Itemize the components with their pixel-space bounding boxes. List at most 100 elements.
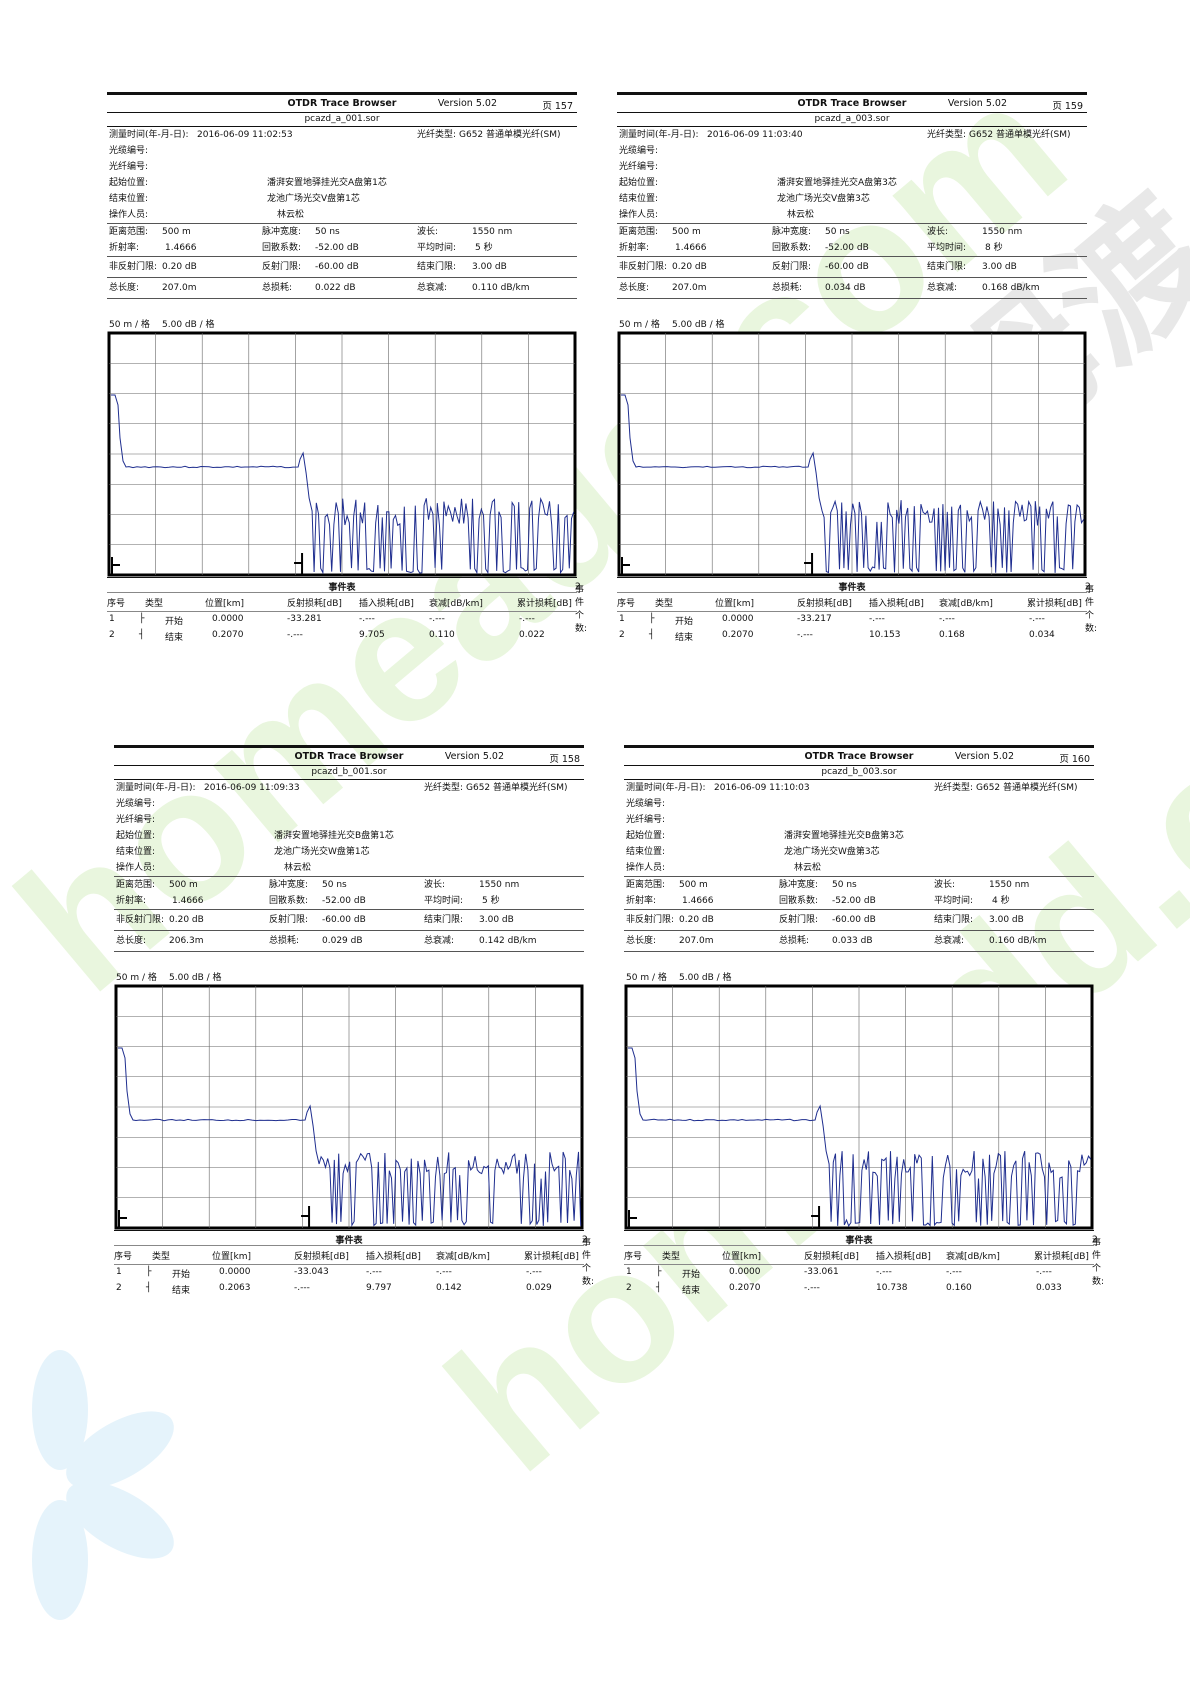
fiber-no-label: 光纤编号:: [109, 162, 149, 172]
event-pos: 0.2070: [729, 1283, 761, 1293]
event-refl: -33.217: [797, 614, 832, 624]
event-ins: -.---: [876, 1267, 892, 1277]
event-type-icon: ┤: [649, 630, 655, 640]
total-length-label: 总长度:: [619, 283, 650, 293]
pulse-width-label: 脉冲宽度:: [779, 880, 819, 890]
event-marker-start: [111, 557, 120, 575]
fiber-type: G652 普通单模光纤(SM): [976, 783, 1078, 793]
end-threshold-label: 结束门限:: [934, 915, 974, 925]
ior-label: 折射率:: [626, 896, 657, 906]
wavelength-label: 波长:: [424, 880, 446, 890]
total-loss: 0.022 dB: [315, 283, 356, 293]
event-type-icon: ├: [656, 1267, 662, 1277]
y-scale: 5.00 dB / 格: [162, 320, 215, 330]
event-att: 0.168: [939, 630, 965, 640]
otdr-trace-chart: [107, 331, 577, 577]
file-name: pcazd_b_001.sor: [114, 766, 584, 780]
version-label: Version 5.02: [444, 751, 504, 762]
end-threshold: 3.00 dB: [982, 262, 1017, 272]
otdr-trace-chart: [617, 331, 1087, 577]
event-row: 1 ├ 开始 0.0000 -33.217 -.--- -.--- -.---: [617, 612, 1087, 628]
start-location: 潘湃安置地驿挂光交B盘第1芯: [274, 831, 394, 841]
pulse-width: 50 ns: [825, 227, 850, 237]
nonreflective-threshold-label: 非反射门限:: [109, 262, 158, 272]
event-marker-start: [621, 557, 630, 575]
x-scale: 50 m / 格: [109, 320, 150, 330]
total-attenuation: 0.168 dB/km: [982, 283, 1040, 293]
trace-plot: [114, 984, 584, 1230]
total-attenuation-label: 总衰减:: [934, 936, 965, 946]
nonreflective-threshold: 0.20 dB: [169, 915, 204, 925]
event-row: 1 ├ 开始 0.0000 -33.043 -.--- -.--- -.---: [114, 1265, 584, 1281]
distance-range-label: 距离范围:: [626, 880, 666, 890]
otdr-report: OTDR Trace Browser Version 5.02 页 160 pc…: [624, 745, 1104, 1297]
pulse-width: 50 ns: [322, 880, 347, 890]
distance-range: 500 m: [672, 227, 701, 237]
app-title: OTDR Trace Browser: [797, 98, 907, 109]
fiber-type-label: 光纤类型:: [934, 783, 974, 793]
event-cum: -.---: [519, 614, 535, 624]
event-table-header: 序号 类型 位置[km] 反射损耗[dB] 插入损耗[dB] 衰减[dB/km]…: [107, 592, 577, 612]
event-pos: 0.2070: [212, 630, 244, 640]
wavelength-label: 波长:: [927, 227, 949, 237]
otdr-report: OTDR Trace Browser Version 5.02 页 158 pc…: [114, 745, 594, 1297]
page-number: 页 159: [1052, 101, 1083, 112]
reflective-threshold: -60.00 dB: [825, 262, 869, 272]
fiber-no-label: 光纤编号:: [116, 815, 156, 825]
wavelength: 1550 nm: [982, 227, 1023, 237]
event-type: 开始: [172, 1270, 191, 1280]
end-threshold-label: 结束门限:: [927, 262, 967, 272]
otdr-trace-chart: [624, 984, 1094, 1230]
backscatter: -52.00 dB: [315, 243, 359, 253]
otdr-report: OTDR Trace Browser Version 5.02 页 157 pc…: [107, 92, 587, 644]
total-loss-label: 总损耗:: [772, 283, 803, 293]
nonreflective-threshold-label: 非反射门限:: [619, 262, 668, 272]
end-location-label: 结束位置:: [626, 847, 666, 857]
total-loss-label: 总损耗:: [779, 936, 810, 946]
measure-time: 2016-06-09 11:03:40: [707, 130, 803, 140]
event-ins: 10.738: [876, 1283, 908, 1293]
nonreflective-threshold: 0.20 dB: [672, 262, 707, 272]
end-threshold-label: 结束门限:: [424, 915, 464, 925]
end-location: 龙池广场光交W盘第1芯: [274, 847, 370, 857]
report-header: OTDR Trace Browser Version 5.02 页 157: [107, 92, 577, 113]
ior: 1.4666: [165, 243, 197, 253]
total-length-label: 总长度:: [116, 936, 147, 946]
y-scale: 5.00 dB / 格: [169, 973, 222, 983]
file-name: pcazd_a_001.sor: [107, 113, 577, 127]
event-ins: -.---: [869, 614, 885, 624]
avg-time: 5 秒: [475, 243, 493, 253]
wavelength-label: 波长:: [417, 227, 439, 237]
page-number: 页 158: [549, 754, 580, 765]
event-type: 结束: [172, 1286, 191, 1296]
pulse-width: 50 ns: [315, 227, 340, 237]
avg-time-label: 平均时间:: [934, 896, 974, 906]
ior-label: 折射率:: [619, 243, 650, 253]
reflective-threshold-label: 反射门限:: [779, 915, 819, 925]
otdr-report: OTDR Trace Browser Version 5.02 页 159 pc…: [617, 92, 1097, 644]
version-label: Version 5.02: [437, 98, 497, 109]
end-threshold: 3.00 dB: [989, 915, 1024, 925]
operator-name: 林云松: [277, 210, 305, 220]
event-marker-start: [628, 1210, 637, 1228]
trace-line: [118, 1047, 582, 1228]
avg-time: 4 秒: [992, 896, 1010, 906]
report-header: OTDR Trace Browser Version 5.02 页 159: [617, 92, 1087, 113]
distance-range-label: 距离范围:: [116, 880, 156, 890]
distance-range-label: 距离范围:: [109, 227, 149, 237]
cable-no-label: 光缆编号:: [116, 799, 156, 809]
event-type: 结束: [675, 633, 694, 643]
pulse-width: 50 ns: [832, 880, 857, 890]
nonreflective-threshold: 0.20 dB: [162, 262, 197, 272]
operator-label: 操作人员:: [109, 210, 149, 220]
end-location: 龙池广场光交V盘第1芯: [267, 194, 360, 204]
total-length: 207.0m: [162, 283, 197, 293]
start-location-label: 起始位置:: [109, 178, 149, 188]
event-row: 2 ┤ 结束 0.2070 -.--- 10.153 0.168 0.034: [617, 628, 1087, 644]
start-location: 潘湃安置地驿挂光交B盘第3芯: [784, 831, 904, 841]
total-attenuation-label: 总衰减:: [927, 283, 958, 293]
event-cum: -.---: [1029, 614, 1045, 624]
event-cum: 0.033: [1036, 1283, 1062, 1293]
reflective-threshold: -60.00 dB: [315, 262, 359, 272]
event-refl: -.---: [287, 630, 303, 640]
